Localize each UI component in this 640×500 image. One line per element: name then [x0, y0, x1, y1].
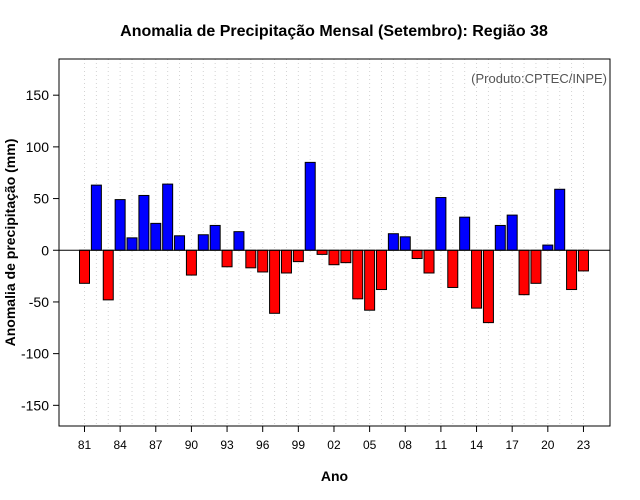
x-tick-label: 90	[185, 438, 199, 452]
bar-1981	[79, 249, 90, 284]
x-axis-label: Ano	[321, 468, 348, 484]
x-tick-label: 81	[78, 438, 92, 452]
bar-1997	[269, 249, 281, 314]
y-tick-label: -50	[29, 294, 49, 310]
x-tick-label: 02	[327, 438, 341, 452]
x-tick-label: 99	[292, 438, 306, 452]
bar-2010	[423, 249, 435, 274]
bar-1988	[162, 183, 174, 251]
y-axis-label: Anomalia de precipitação (mm)	[2, 139, 18, 347]
y-tick-label: 0	[41, 242, 49, 258]
bar-2021	[554, 188, 566, 251]
bar-1982	[90, 184, 102, 251]
x-tick-label: 23	[577, 438, 591, 452]
bar-2009	[411, 249, 423, 260]
bar-2006	[376, 249, 387, 291]
bar-1996	[257, 249, 269, 273]
bar-1995	[245, 249, 257, 269]
y-tick-label: -100	[21, 346, 49, 362]
bar-1991	[197, 234, 209, 251]
bar-1984	[114, 199, 126, 251]
x-axis: 81 84 87 90 93 96 99 02 05 08 11 14 17 20 23	[78, 426, 591, 452]
x-tick-label: 08	[399, 438, 413, 452]
bar-2019	[530, 249, 542, 284]
bar-1987	[150, 222, 162, 251]
bar-1999	[292, 249, 304, 263]
plot-frame	[58, 58, 611, 427]
bar-2014	[471, 249, 483, 309]
bar-2001	[316, 249, 328, 255]
bar-1985	[126, 237, 138, 251]
bar-2002	[328, 249, 340, 266]
bar-1992	[209, 224, 221, 251]
bar-2008	[399, 236, 411, 251]
y-tick-label: 50	[33, 191, 49, 207]
bar-2022	[566, 249, 578, 291]
bar-1994	[233, 231, 245, 251]
y-tick-label: -150	[21, 397, 49, 413]
x-tick-label: 84	[113, 438, 127, 452]
bar-2023	[577, 249, 589, 272]
bar-2020	[542, 244, 554, 251]
x-tick-label: 14	[470, 438, 484, 452]
bar-2004	[352, 249, 364, 300]
source-annotation: (Produto:CPTEC/INPE)	[471, 71, 607, 86]
y-tick-label: 150	[26, 87, 50, 103]
bar-1983	[102, 249, 114, 301]
bar-2015	[482, 249, 494, 324]
bar-1993	[221, 249, 233, 268]
x-tick-label: 93	[220, 438, 234, 452]
bar-2011	[435, 197, 447, 251]
x-tick-label: 20	[541, 438, 555, 452]
bar-1989	[174, 235, 186, 251]
bar-2003	[340, 249, 352, 264]
bar-2018	[518, 249, 530, 296]
bar-1990	[185, 249, 197, 276]
bar-2017	[506, 214, 518, 251]
y-axis: -150 -100 -50 0 50 100 150	[21, 87, 59, 413]
bar-1986	[138, 194, 150, 251]
x-tick-label: 87	[149, 438, 163, 452]
chart-title: Anomalia de Precipitação Mensal (Setembr…	[120, 23, 548, 40]
bar-1998	[280, 249, 292, 274]
bar-2007	[387, 233, 399, 251]
bar-2000	[304, 161, 316, 251]
bar-2012	[447, 249, 459, 288]
bar-2005	[364, 249, 376, 311]
y-tick-label: 100	[26, 139, 50, 155]
bar-2013	[459, 216, 471, 251]
x-tick-label: 05	[363, 438, 377, 452]
bar-2016	[494, 224, 506, 251]
x-tick-label: 11	[435, 438, 448, 452]
x-tick-label: 96	[256, 438, 270, 452]
x-tick-label: 17	[506, 438, 520, 452]
